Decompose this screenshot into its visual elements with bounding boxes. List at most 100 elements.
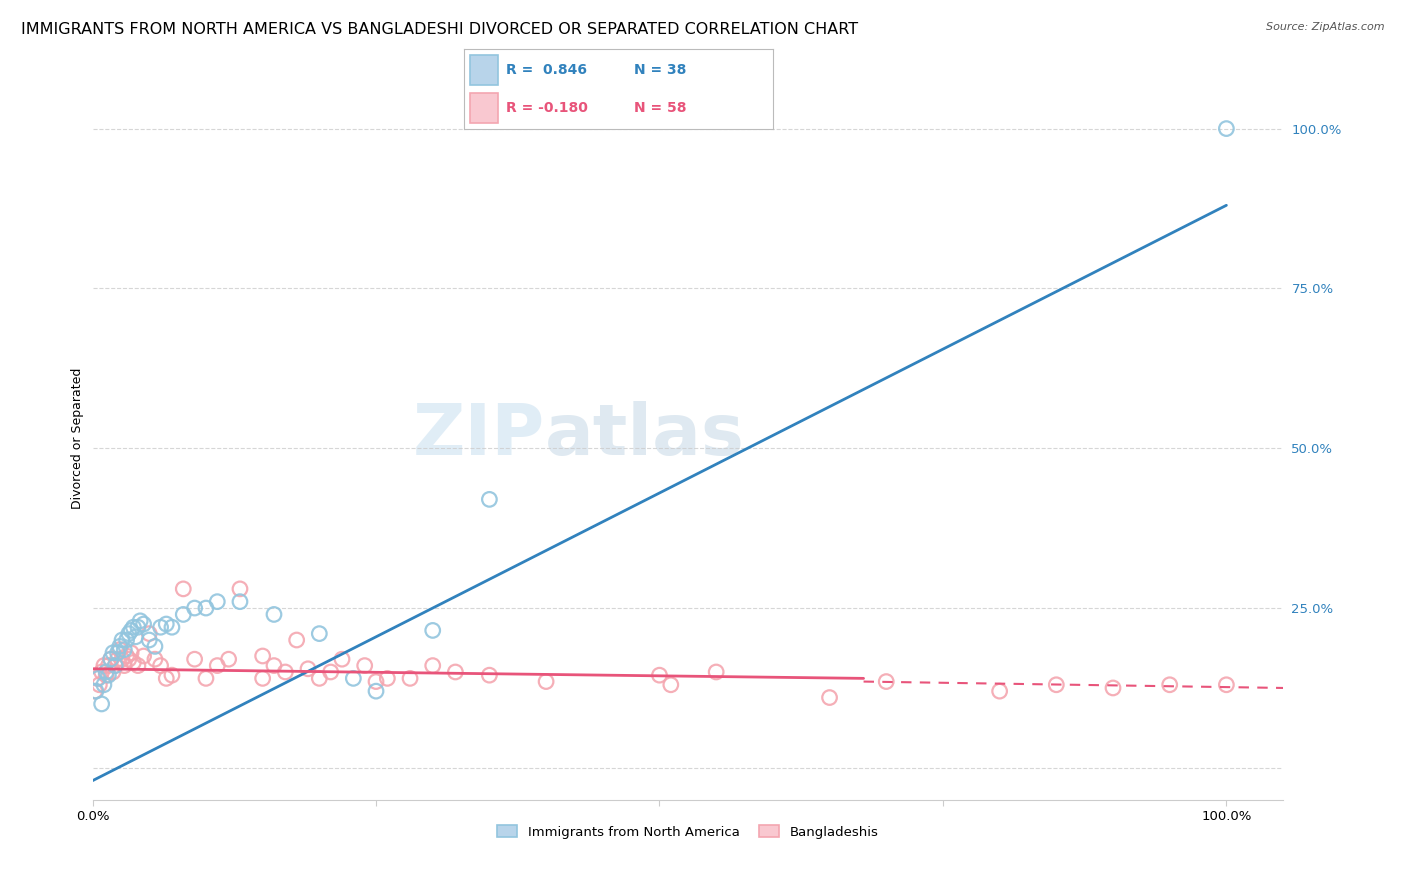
Point: [207, 658, 229, 673]
FancyBboxPatch shape: [470, 55, 498, 86]
Point: [96, 668, 118, 682]
Point: [659, 678, 682, 692]
Text: atlas: atlas: [546, 401, 745, 469]
Point: [143, 652, 166, 666]
Point: [93, 678, 115, 692]
Point: [422, 658, 444, 673]
Point: [122, 656, 145, 670]
Point: [330, 652, 353, 666]
Point: [90, 665, 112, 679]
Text: R = -0.180: R = -0.180: [506, 102, 588, 115]
Point: [1045, 678, 1067, 692]
FancyBboxPatch shape: [470, 94, 498, 123]
Point: [124, 630, 146, 644]
Text: Source: ZipAtlas.com: Source: ZipAtlas.com: [1267, 22, 1385, 32]
Point: [138, 633, 160, 648]
Point: [90, 697, 112, 711]
Point: [478, 492, 501, 507]
Point: [364, 684, 387, 698]
Point: [399, 672, 422, 686]
Text: ZIP: ZIP: [413, 401, 546, 469]
Point: [818, 690, 841, 705]
Point: [93, 658, 115, 673]
Y-axis label: Divorced or Separated: Divorced or Separated: [72, 368, 84, 509]
Point: [107, 652, 129, 666]
Point: [1159, 678, 1181, 692]
Point: [444, 665, 467, 679]
Point: [112, 658, 135, 673]
Point: [83, 684, 105, 698]
Point: [229, 582, 252, 596]
Point: [149, 658, 172, 673]
Point: [704, 665, 727, 679]
Point: [97, 668, 120, 682]
Point: [319, 665, 342, 679]
Point: [263, 607, 285, 622]
Point: [143, 640, 166, 654]
Point: [97, 658, 120, 673]
Point: [118, 652, 141, 666]
Point: [120, 624, 142, 638]
Point: [86, 672, 108, 686]
Point: [100, 652, 122, 666]
Point: [1102, 681, 1125, 695]
Point: [155, 617, 177, 632]
Point: [104, 658, 127, 673]
Point: [172, 582, 194, 596]
Point: [183, 601, 205, 615]
Legend: Immigrants from North America, Bangladeshis: Immigrants from North America, Banglades…: [492, 820, 884, 844]
Point: [101, 646, 124, 660]
Text: R =  0.846: R = 0.846: [506, 63, 586, 78]
Point: [108, 642, 131, 657]
Text: N = 38: N = 38: [634, 63, 686, 78]
Point: [1215, 121, 1237, 136]
Point: [297, 662, 319, 676]
Point: [115, 633, 138, 648]
Point: [342, 672, 364, 686]
Text: N = 58: N = 58: [634, 102, 686, 115]
Point: [218, 652, 240, 666]
Point: [111, 633, 134, 648]
Point: [252, 648, 274, 663]
Point: [101, 665, 124, 679]
Point: [96, 665, 118, 679]
Point: [308, 626, 330, 640]
Point: [129, 614, 152, 628]
Point: [648, 668, 671, 682]
Point: [183, 652, 205, 666]
Point: [122, 620, 145, 634]
Point: [308, 672, 330, 686]
Point: [160, 668, 183, 682]
Point: [89, 678, 111, 692]
Point: [100, 652, 122, 666]
Point: [364, 674, 387, 689]
Point: [127, 620, 149, 634]
Text: IMMIGRANTS FROM NORTH AMERICA VS BANGLADESHI DIVORCED OR SEPARATED CORRELATION C: IMMIGRANTS FROM NORTH AMERICA VS BANGLAD…: [21, 22, 858, 37]
Point: [160, 620, 183, 634]
Point: [107, 646, 129, 660]
Point: [132, 648, 155, 663]
Point: [118, 626, 141, 640]
Point: [274, 665, 297, 679]
Point: [149, 620, 172, 634]
Point: [87, 672, 110, 686]
Point: [377, 672, 399, 686]
Point: [138, 626, 160, 640]
Point: [111, 652, 134, 666]
Point: [478, 668, 501, 682]
Point: [252, 672, 274, 686]
Point: [988, 684, 1011, 698]
Point: [132, 617, 155, 632]
Point: [875, 674, 897, 689]
Point: [422, 624, 444, 638]
Point: [1215, 678, 1237, 692]
Point: [172, 607, 194, 622]
Point: [207, 595, 229, 609]
Point: [112, 642, 135, 657]
Point: [229, 595, 252, 609]
Point: [285, 633, 308, 648]
Point: [127, 658, 149, 673]
Point: [120, 646, 142, 660]
Point: [194, 601, 217, 615]
Point: [84, 684, 107, 698]
